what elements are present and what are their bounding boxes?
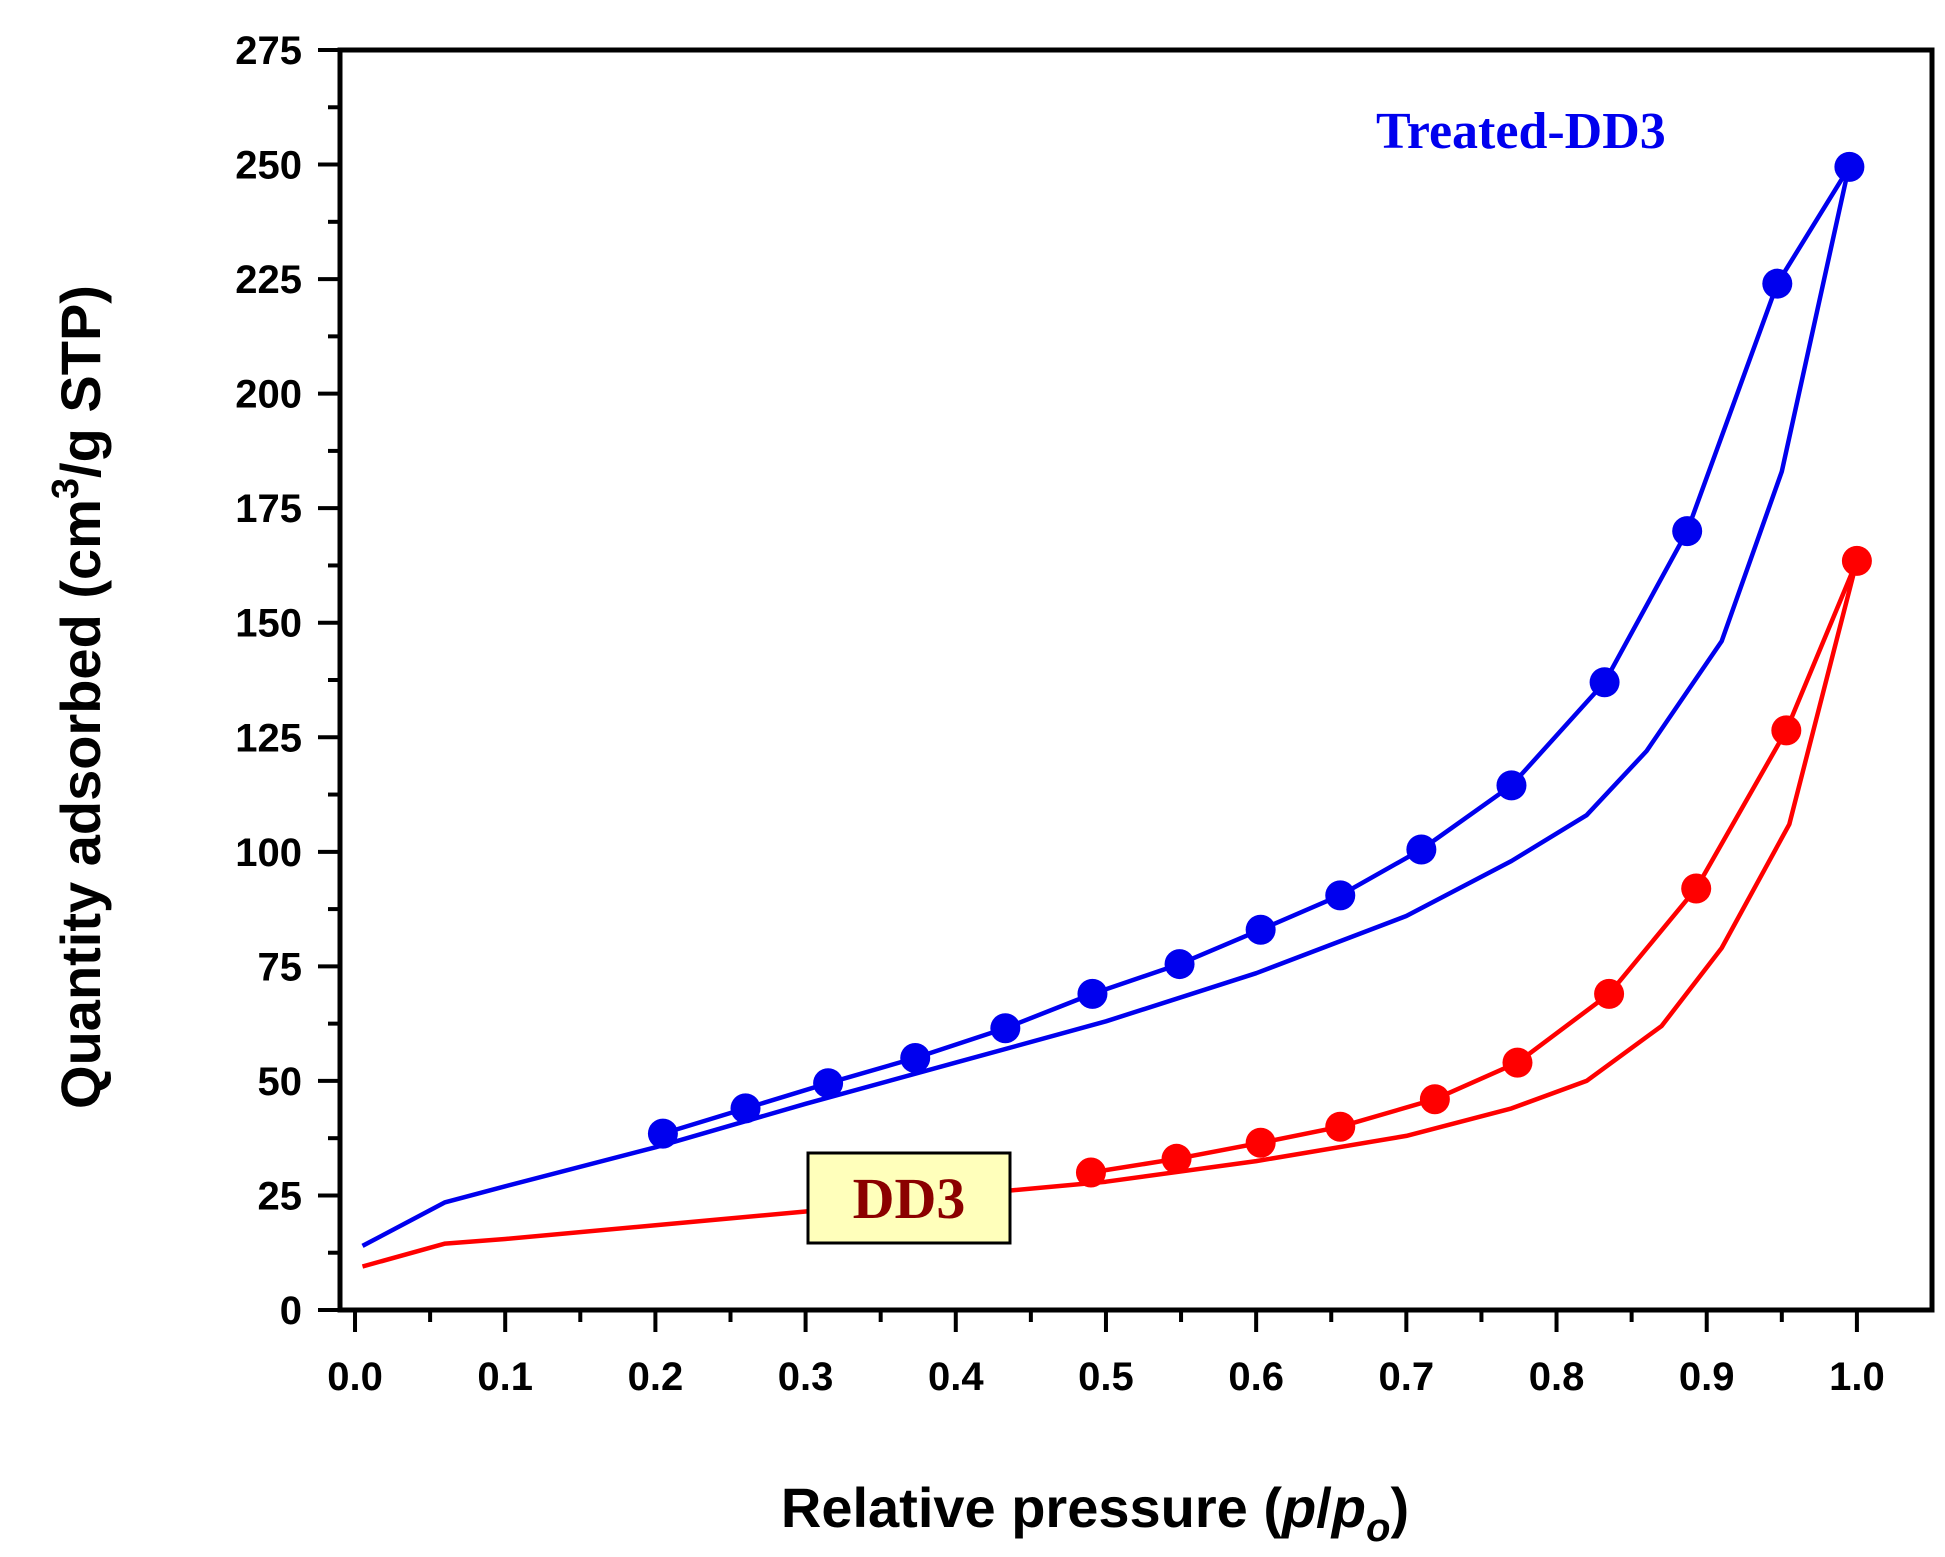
y-tick-label: 250 (235, 144, 302, 188)
treated-dd3-desorption-point (1164, 949, 1195, 980)
plot-area: 0.0 0.1 0.2 0.3 0.4 0.5 0.6 0.7 0.8 0.9 1.0 0 25 50 7… (235, 29, 1935, 1399)
x-tick-label: 0.9 (1679, 1355, 1735, 1399)
series-label-treated-dd3: Treated-DD3 (1376, 103, 1666, 160)
y-axis-ticks: 0 25 50 75 100 125 150 175 200 225 250 275 (235, 29, 340, 1333)
dd3-desorption-point (1419, 1084, 1450, 1115)
x-tick-label: 1.0 (1829, 1355, 1885, 1399)
dd3-label-background (806, 1151, 1012, 1245)
dd3-desorption-point (1841, 545, 1872, 576)
y-tick-label: 175 (235, 487, 302, 531)
x-tick-label: 0.1 (477, 1355, 533, 1399)
y-tick-label: 150 (235, 602, 302, 646)
x-tick-label: 0.0 (327, 1355, 383, 1399)
treated-dd3-adsorption-line (361, 164, 1852, 1248)
y-tick-label: 50 (258, 1060, 303, 1104)
series-layer (361, 151, 1872, 1269)
dd3-desorption-line (1090, 560, 1859, 1175)
y-tick-label: 0 (280, 1289, 302, 1333)
treated-dd3-desorption-point (1325, 880, 1356, 911)
treated-dd3-desorption-point (990, 1013, 1021, 1044)
dd3-desorption-point (1771, 715, 1802, 746)
y-tick-label: 200 (235, 373, 302, 417)
treated-dd3-desorption-point (1672, 516, 1703, 547)
treated-dd3-desorption-point (900, 1043, 931, 1073)
y-tick-label: 25 (258, 1174, 303, 1218)
dd3-desorption-point (1075, 1157, 1106, 1188)
treated-dd3-desorption-point (1834, 151, 1865, 182)
y-tick-label: 225 (235, 258, 302, 302)
treated-dd3-desorption-point (1589, 667, 1620, 698)
x-tick-label: 0.7 (1379, 1355, 1435, 1399)
dd3-desorption-point (1502, 1047, 1533, 1078)
x-tick-label: 0.2 (628, 1355, 684, 1399)
treated-dd3-desorption-point (1762, 268, 1793, 299)
dd3-desorption-point (1681, 873, 1712, 904)
dd3-adsorption-line (361, 560, 1860, 1269)
treated-dd3-desorption-point (1406, 834, 1437, 865)
dd3-desorption-point (1594, 978, 1625, 1009)
treated-dd3-desorption-line (662, 165, 1852, 1136)
y-axis-title: Quantity adsorbed (cm3/g STP) (45, 285, 112, 1109)
x-tick-label: 0.8 (1529, 1355, 1585, 1399)
series-label-dd3-box: DD3 (806, 1151, 1012, 1245)
series-label-dd3: DD3 (853, 1166, 966, 1231)
y-tick-label: 275 (235, 29, 302, 73)
dd3-desorption-point (1161, 1143, 1192, 1174)
x-tick-label: 0.4 (928, 1355, 984, 1399)
y-tick-label: 100 (235, 831, 302, 875)
dd3-desorption-point (1245, 1127, 1276, 1158)
dd3-desorption-point (1325, 1111, 1356, 1142)
treated-dd3-desorption-point (730, 1093, 761, 1124)
y-tick-label: 75 (258, 945, 303, 989)
y-tick-label: 125 (235, 716, 302, 760)
x-tick-label: 0.6 (1228, 1355, 1284, 1399)
x-tick-label: 0.5 (1078, 1355, 1134, 1399)
treated-dd3-desorption-point (647, 1118, 678, 1149)
treated-dd3-desorption-point (1496, 770, 1527, 801)
x-tick-label: 0.3 (778, 1355, 834, 1399)
treated-dd3-desorption-point (1245, 914, 1276, 945)
treated-dd3-desorption-point (813, 1068, 844, 1099)
x-axis-ticks: 0.0 0.1 0.2 0.3 0.4 0.5 0.6 0.7 0.8 0.9 1.0 (327, 1310, 1885, 1399)
x-axis-title: Relative pressure (p/po) (781, 1476, 1409, 1550)
treated-dd3-desorption-point (1077, 978, 1108, 1009)
